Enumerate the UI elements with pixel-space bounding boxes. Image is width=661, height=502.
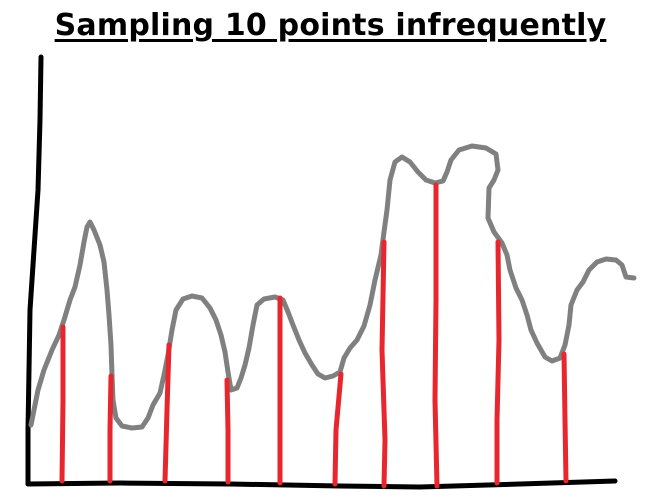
sample-line-2 bbox=[107, 373, 114, 484]
sample-line-9 bbox=[494, 239, 502, 486]
sample-line-10 bbox=[561, 351, 569, 484]
signal-curve bbox=[28, 143, 637, 431]
sample-line-4 bbox=[224, 377, 231, 485]
y-axis bbox=[25, 54, 44, 487]
sample-line-3 bbox=[162, 342, 172, 484]
x-axis bbox=[25, 478, 618, 490]
sample-line-1 bbox=[59, 324, 66, 484]
sample-line-8 bbox=[432, 182, 440, 489]
sample-line-6 bbox=[332, 371, 344, 487]
sample-line-7 bbox=[379, 239, 388, 489]
diagram-title: Sampling 10 points infrequently bbox=[54, 8, 607, 43]
